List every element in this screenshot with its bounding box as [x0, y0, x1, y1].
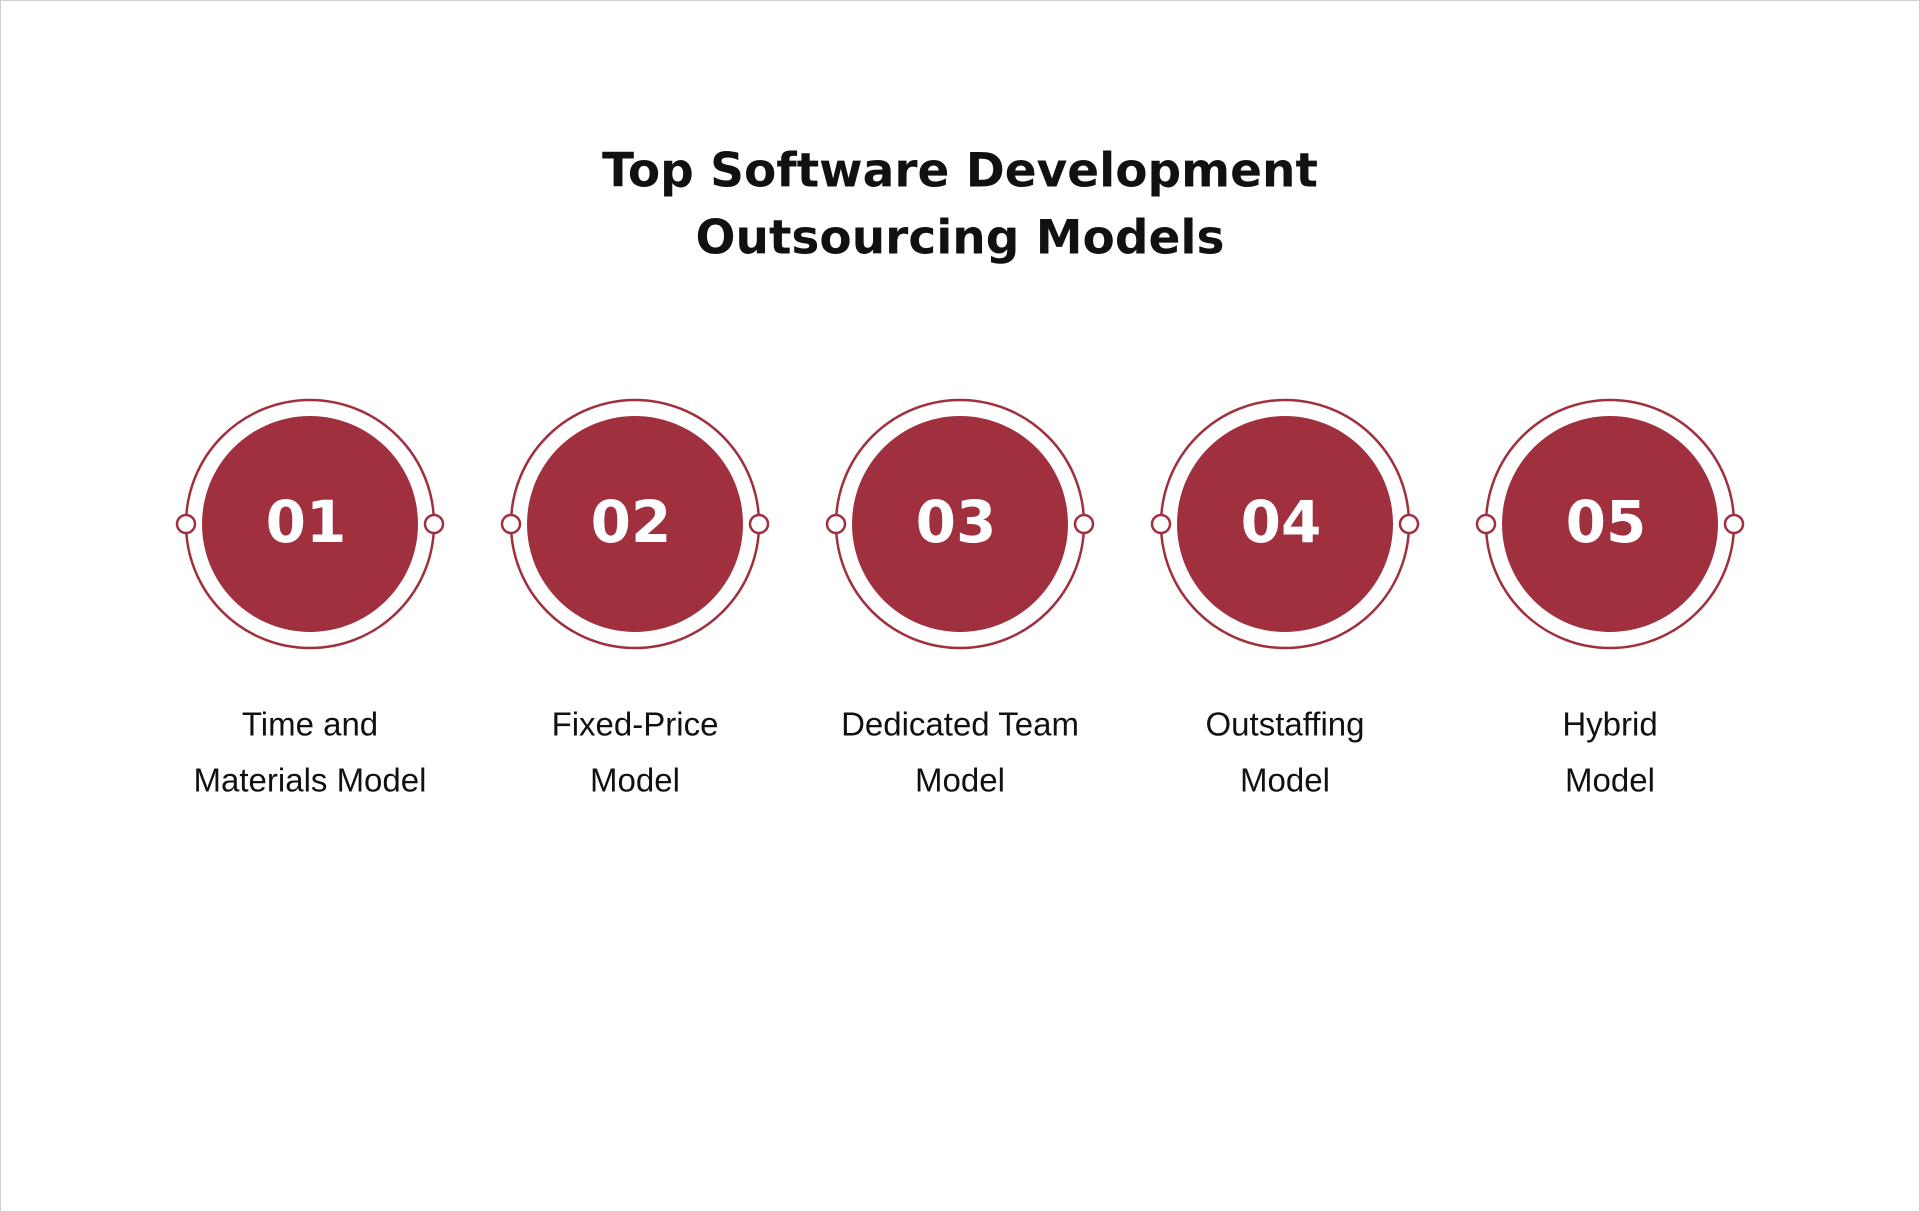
- item-label: Model: [915, 762, 1005, 799]
- number-circle: [852, 416, 1068, 632]
- item-label: Model: [1240, 762, 1330, 799]
- ring-dot: [500, 513, 522, 535]
- item-number: 02: [591, 488, 672, 556]
- item-label: Hybrid: [1562, 706, 1657, 743]
- item-number: 04: [1241, 488, 1322, 556]
- title-line: Outsourcing Models: [696, 211, 1225, 266]
- number-circle: [527, 416, 743, 632]
- ring-dot: [1073, 513, 1095, 535]
- item-label: Fixed-Price: [552, 706, 719, 743]
- ring-dot: [1150, 513, 1172, 535]
- ring-dot: [825, 513, 847, 535]
- item-label: Dedicated Team: [841, 706, 1079, 743]
- item-label: Outstaffing: [1206, 706, 1365, 743]
- ring-dot: [748, 513, 770, 535]
- item-number: 01: [266, 488, 347, 556]
- number-circle: [1502, 416, 1718, 632]
- number-circle: [202, 416, 418, 632]
- title-line: Top Software Development: [602, 144, 1318, 199]
- item-number: 05: [1566, 488, 1647, 556]
- ring-dot: [1475, 513, 1497, 535]
- item-label: Time and: [242, 706, 378, 743]
- number-circle: [1177, 416, 1393, 632]
- ring-dot: [1723, 513, 1745, 535]
- ring-dot: [1398, 513, 1420, 535]
- item-label: Model: [1565, 762, 1655, 799]
- item-number: 03: [916, 488, 997, 556]
- item-label: Materials Model: [194, 762, 427, 799]
- ring-dot: [423, 513, 445, 535]
- item-label: Model: [590, 762, 680, 799]
- ring-dot: [175, 513, 197, 535]
